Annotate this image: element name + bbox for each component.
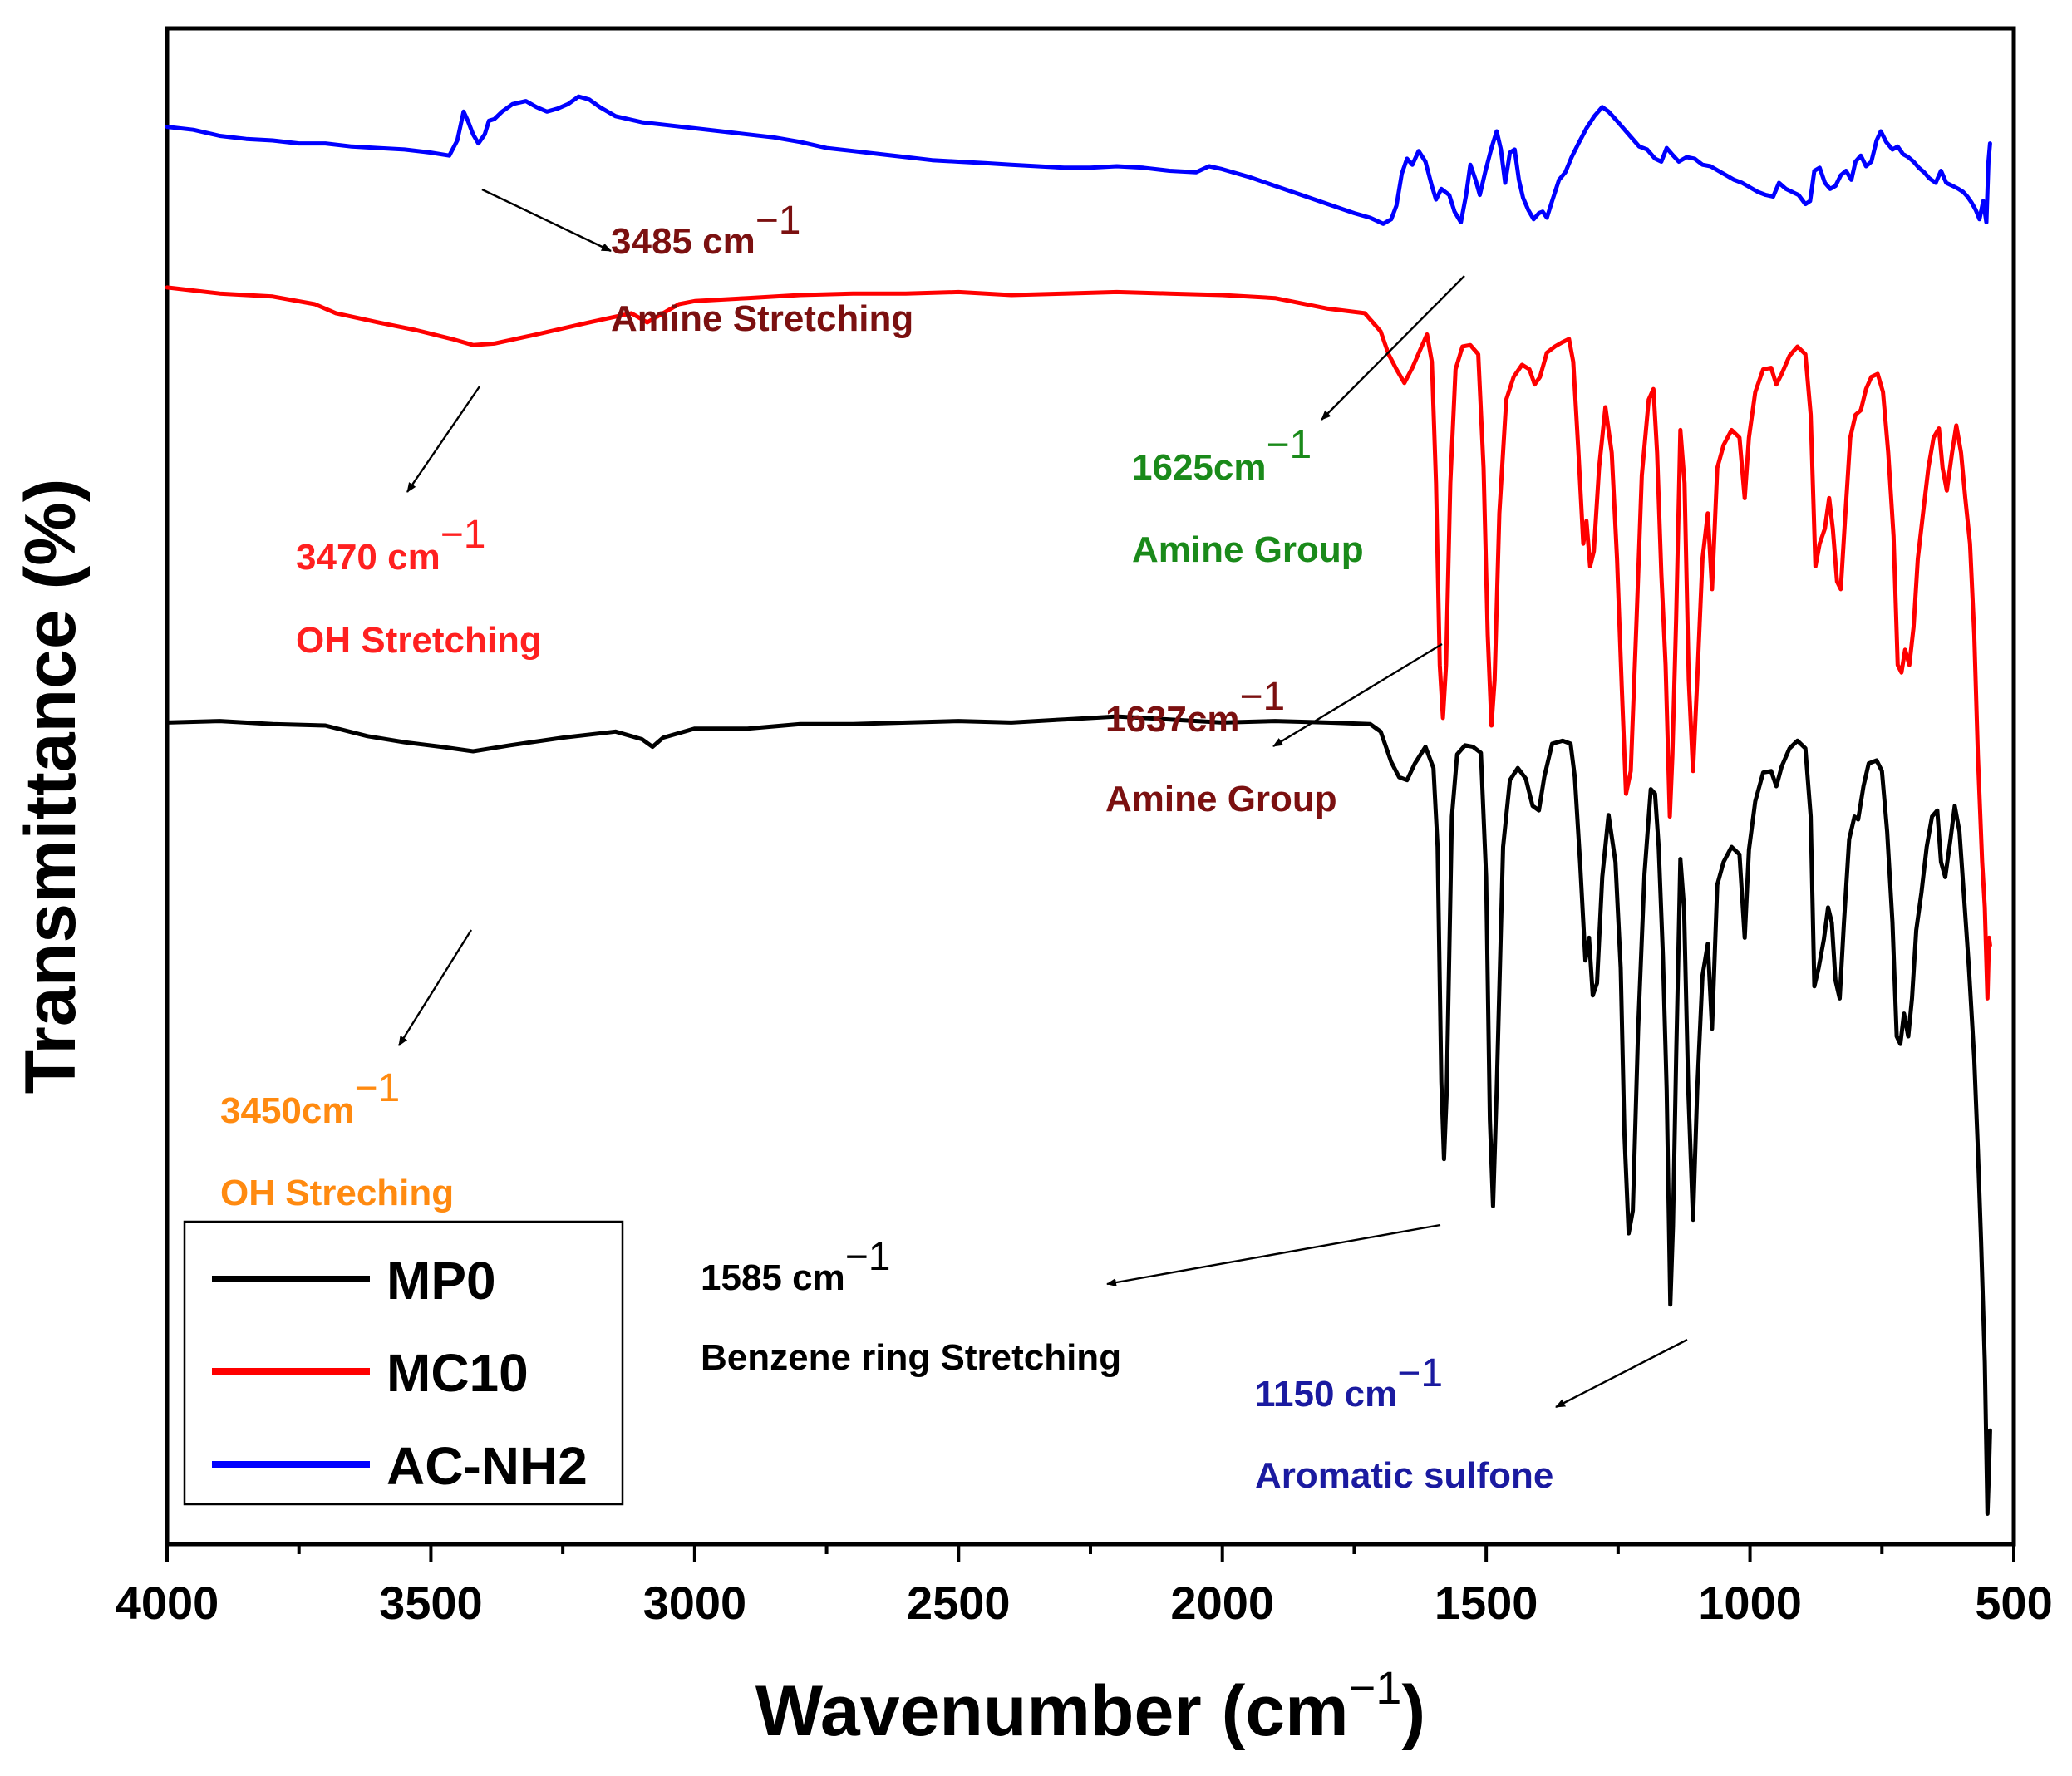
legend-box <box>183 1220 624 1506</box>
arrow-1150 <box>1555 1338 1688 1409</box>
arrow-3450 <box>397 929 473 1046</box>
annotation-1585-sup: −1 <box>845 1235 891 1279</box>
annotation-1585: 1585 cm−1 Benzene ring Stretching <box>701 1235 1121 1378</box>
series-line-mp0 <box>165 714 1992 1516</box>
svg-text:1625cm−1: 1625cm−1 <box>1132 423 1312 488</box>
svg-text:3485 cm−1: 3485 cm−1 <box>611 199 800 262</box>
annotation-3450-sup: −1 <box>354 1066 400 1110</box>
annotation-3470-desc: OH Stretching <box>296 620 542 661</box>
annotation-1150-label: 1150 cm <box>1255 1374 1397 1414</box>
x-axis-title-sup: −1 <box>1349 1661 1402 1714</box>
legend-label-mp0: MP0 <box>386 1251 496 1311</box>
x-axis-title-close: ) <box>1401 1671 1425 1751</box>
x-axis: 4000 3500 3000 2500 2000 1500 1000 500 <box>116 1544 2053 1629</box>
legend: MP0 MC10 AC-NH2 <box>183 1220 624 1506</box>
annotation-1150-sup: −1 <box>1397 1351 1443 1395</box>
series-layer <box>165 94 1992 1516</box>
arrow-3485 <box>481 188 612 253</box>
x-tick-label-1000: 1000 <box>1698 1577 1802 1629</box>
annotation-1625-sup: −1 <box>1266 423 1312 467</box>
y-axis-title: Transmittance (%) <box>11 479 91 1095</box>
x-tick-label-3000: 3000 <box>643 1577 747 1629</box>
annotation-3485: 3485 cm−1 Amine Stretching <box>611 199 913 339</box>
x-tick-label-1500: 1500 <box>1435 1577 1538 1629</box>
annotation-1637-sup: −1 <box>1239 675 1285 719</box>
x-tick-label-4000: 4000 <box>116 1577 219 1629</box>
annotation-3470: 3470 cm−1 OH Stretching <box>296 513 542 661</box>
annotation-1637: 1637cm−1 Amine Group <box>1105 675 1337 819</box>
annotation-1625-label: 1625cm <box>1132 447 1266 488</box>
svg-text:1637cm−1: 1637cm−1 <box>1105 675 1285 740</box>
annotation-1637-label: 1637cm <box>1105 699 1239 740</box>
annotation-3450-label: 3450cm <box>220 1090 354 1131</box>
legend-label-ac-nh2: AC-NH2 <box>386 1436 588 1496</box>
annotation-1637-desc: Amine Group <box>1105 779 1337 819</box>
annotation-1585-label: 1585 cm <box>701 1257 845 1298</box>
x-axis-title: Wavenumber (cm−1) <box>755 1661 1425 1751</box>
annotation-1625-desc: Amine Group <box>1132 529 1364 570</box>
annotation-1625: 1625cm−1 Amine Group <box>1132 423 1364 570</box>
svg-text:1585 cm−1: 1585 cm−1 <box>701 1235 890 1298</box>
annotation-3485-desc: Amine Stretching <box>611 298 913 339</box>
arrow-1585 <box>1106 1223 1441 1287</box>
annotation-1585-desc: Benzene ring Stretching <box>701 1337 1121 1378</box>
svg-text:3450cm−1: 3450cm−1 <box>220 1066 400 1131</box>
annotation-3450-desc: OH Streching <box>220 1173 454 1213</box>
annotation-1150: 1150 cm−1 Aromatic sulfone <box>1255 1351 1553 1496</box>
annotation-3485-sup: −1 <box>755 199 801 243</box>
arrow-1637 <box>1272 642 1443 748</box>
x-tick-label-2500: 2500 <box>907 1577 1011 1629</box>
annotation-3470-sup: −1 <box>440 513 486 557</box>
arrow-1625 <box>1321 275 1465 421</box>
svg-text:1150 cm−1: 1150 cm−1 <box>1255 1351 1443 1414</box>
series-line-ac-nh2 <box>165 94 1992 226</box>
x-tick-label-3500: 3500 <box>379 1577 483 1629</box>
x-axis-title-text: Wavenumber (cm <box>755 1671 1349 1751</box>
legend-label-mc10: MC10 <box>386 1343 529 1403</box>
annotation-3485-label: 3485 cm <box>611 221 755 262</box>
x-tick-label-500: 500 <box>1975 1577 2052 1629</box>
annotation-arrows <box>397 188 1688 1409</box>
annotation-3450: 3450cm−1 OH Streching <box>220 1066 454 1213</box>
x-tick-label-2000: 2000 <box>1170 1577 1274 1629</box>
annotation-1150-desc: Aromatic sulfone <box>1255 1455 1553 1496</box>
svg-text:3470 cm−1: 3470 cm−1 <box>296 513 485 578</box>
arrow-3470 <box>406 386 480 493</box>
annotation-3470-label: 3470 cm <box>296 537 440 578</box>
series-line-mc10 <box>165 285 1992 1001</box>
